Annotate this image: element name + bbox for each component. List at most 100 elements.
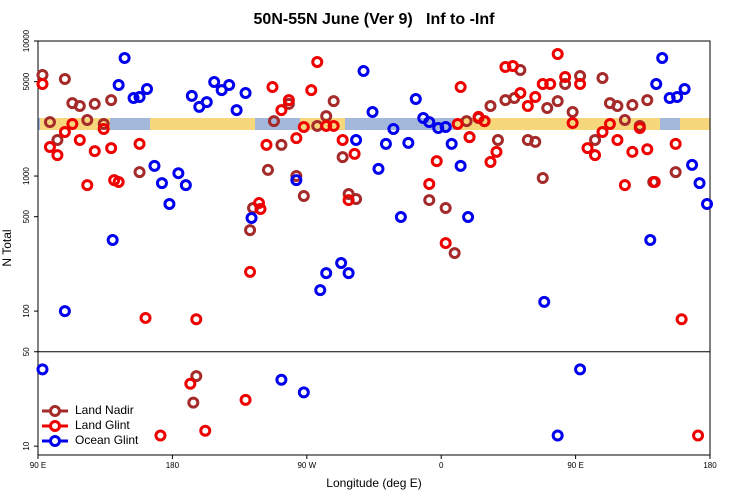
point	[626, 145, 639, 158]
point	[402, 136, 415, 149]
point	[506, 59, 519, 72]
point	[439, 202, 452, 215]
point	[275, 373, 288, 386]
y-tick-label: 5000	[22, 72, 31, 90]
point	[521, 100, 534, 113]
point	[611, 100, 624, 113]
point	[484, 156, 497, 169]
point	[105, 94, 118, 107]
point	[675, 313, 688, 326]
point	[297, 190, 310, 203]
point	[112, 176, 125, 189]
point	[641, 143, 654, 156]
point	[387, 123, 400, 136]
point	[190, 313, 203, 326]
point	[97, 123, 110, 136]
point	[551, 48, 564, 61]
point	[282, 94, 295, 107]
point	[141, 83, 154, 96]
point	[297, 386, 310, 399]
point	[490, 145, 503, 158]
point	[536, 78, 549, 91]
point	[290, 170, 303, 183]
point	[320, 110, 333, 123]
point	[541, 102, 554, 115]
point	[372, 162, 385, 175]
point	[618, 179, 631, 192]
point	[327, 119, 340, 132]
point	[463, 131, 476, 144]
point	[66, 117, 79, 130]
point	[551, 429, 564, 442]
point	[342, 194, 355, 207]
point	[589, 149, 602, 162]
point	[320, 119, 333, 132]
point	[574, 363, 587, 376]
point	[36, 78, 49, 91]
point	[43, 116, 56, 129]
y-tick-label: 500	[22, 209, 31, 223]
point	[701, 197, 714, 210]
series	[36, 52, 714, 442]
point	[478, 115, 491, 128]
point	[394, 211, 407, 224]
point	[43, 141, 56, 154]
point	[190, 370, 203, 383]
point	[163, 197, 176, 210]
x-tick-label: 180	[166, 461, 180, 470]
point	[239, 87, 252, 100]
x-tick-label: 0	[439, 461, 444, 470]
point	[311, 56, 324, 69]
point	[81, 114, 94, 127]
point	[253, 197, 266, 210]
point	[336, 151, 349, 164]
point	[58, 73, 71, 86]
point	[366, 106, 379, 119]
point	[633, 121, 646, 134]
point	[336, 133, 349, 146]
point	[172, 167, 185, 180]
chart-title: 50N-55N June (Ver 9) Inf to -Inf	[254, 11, 496, 28]
point	[618, 114, 631, 127]
point	[185, 89, 198, 102]
point	[133, 90, 146, 103]
point	[244, 265, 257, 278]
point	[559, 78, 572, 91]
point	[566, 117, 579, 130]
point	[88, 97, 101, 110]
point	[290, 132, 303, 145]
point	[693, 177, 706, 190]
point	[106, 234, 119, 247]
point	[439, 237, 452, 250]
point	[656, 52, 669, 65]
point	[88, 145, 101, 158]
point	[669, 166, 682, 179]
point	[261, 163, 274, 176]
point	[644, 234, 657, 247]
point	[127, 92, 140, 105]
x-tick-label: 90 E	[30, 461, 46, 470]
point	[648, 176, 661, 189]
point	[155, 177, 168, 190]
y-tick-label: 50	[22, 347, 31, 356]
point	[448, 247, 461, 260]
point	[327, 95, 340, 108]
point	[51, 133, 64, 146]
point	[423, 116, 436, 129]
point	[348, 147, 361, 160]
x-tick-label: 180	[703, 461, 717, 470]
legend-marker	[49, 420, 61, 432]
point	[596, 125, 609, 138]
point	[320, 267, 333, 280]
point	[514, 87, 527, 100]
point	[423, 194, 436, 207]
y-tick-label: 100	[22, 304, 31, 318]
point	[297, 120, 310, 133]
y-axis-label: N Total	[0, 229, 14, 266]
point	[245, 212, 258, 225]
point	[686, 158, 699, 171]
point	[611, 133, 624, 146]
point	[254, 203, 267, 216]
point	[671, 90, 684, 103]
